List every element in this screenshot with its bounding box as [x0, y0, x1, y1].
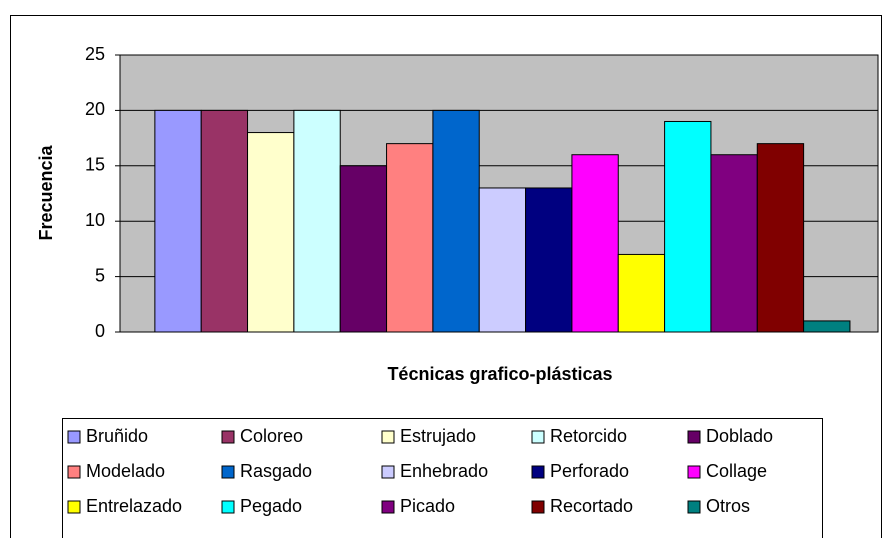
- legend-label: Picado: [400, 496, 455, 516]
- bar: [664, 120, 712, 333]
- legend-label: Enhebrado: [400, 461, 488, 481]
- bar: [339, 165, 388, 333]
- bar: [386, 143, 434, 333]
- legend-label: Retorcido: [550, 426, 627, 446]
- legend-swatch: [381, 430, 395, 444]
- bar: [525, 187, 573, 333]
- legend-swatch: [67, 430, 81, 444]
- bar: [200, 109, 249, 333]
- legend-label: Rasgado: [240, 461, 312, 481]
- y-tick-label: 20: [85, 99, 105, 119]
- bar: [710, 154, 758, 333]
- legend-swatch: [381, 465, 395, 479]
- bar: [154, 109, 202, 333]
- legend-swatch: [221, 500, 235, 514]
- bar: [571, 154, 619, 333]
- legend-label: Otros: [706, 496, 750, 516]
- legend-label: Estrujado: [400, 426, 476, 446]
- legend-label: Perforado: [550, 461, 629, 481]
- bar: [293, 109, 341, 333]
- x-axis-label: Técnicas grafico-plásticas: [387, 364, 612, 384]
- bar: [756, 143, 805, 333]
- y-axis-label: Frecuencia: [36, 144, 56, 240]
- legend-label: Entrelazado: [86, 496, 182, 516]
- y-tick-label: 10: [85, 210, 105, 230]
- legend-label: Collage: [706, 461, 767, 481]
- legend-label: Recortado: [550, 496, 633, 516]
- legend-label: Coloreo: [240, 426, 303, 446]
- legend-swatch: [221, 465, 235, 479]
- y-tick-label: 5: [95, 265, 105, 285]
- legend-label: Bruñido: [86, 426, 148, 446]
- legend-swatch: [67, 500, 81, 514]
- legend-label: Doblado: [706, 426, 773, 446]
- legend-swatch: [531, 430, 545, 444]
- legend-swatch: [531, 465, 545, 479]
- y-tick-label: 25: [85, 44, 105, 64]
- bar: [803, 320, 851, 333]
- bar: [478, 187, 527, 333]
- legend-swatch: [381, 500, 395, 514]
- bar: [432, 109, 480, 333]
- legend-swatch: [531, 500, 545, 514]
- y-tick-label: 15: [85, 155, 105, 175]
- legend-label: Pegado: [240, 496, 302, 516]
- bar: [617, 253, 666, 333]
- legend-swatch: [67, 465, 81, 479]
- bar: [247, 132, 295, 333]
- legend-swatch: [687, 430, 701, 444]
- legend-swatch: [687, 500, 701, 514]
- legend-swatch: [221, 430, 235, 444]
- legend-swatch: [687, 465, 701, 479]
- y-tick-label: 0: [95, 321, 105, 341]
- legend-label: Modelado: [86, 461, 165, 481]
